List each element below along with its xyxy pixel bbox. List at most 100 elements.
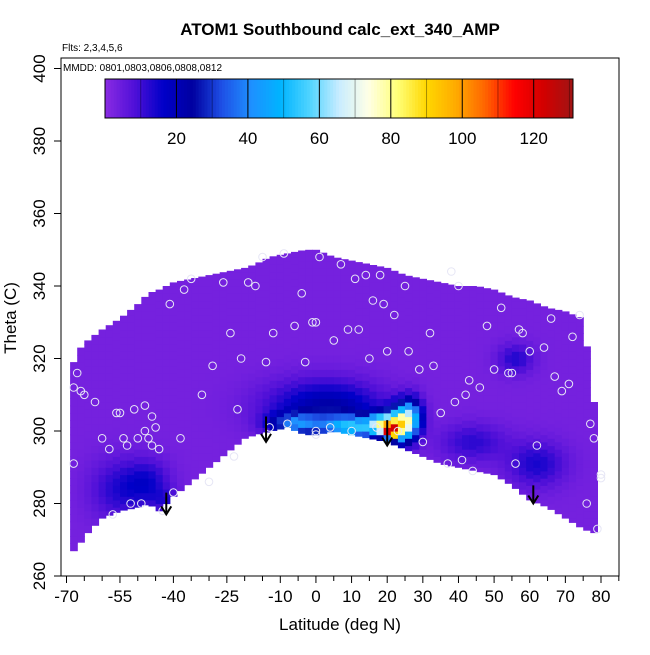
heatmap-cell <box>319 383 328 392</box>
heatmap-cell <box>298 275 306 283</box>
heatmap-cell <box>590 467 598 476</box>
heatmap-cell <box>112 449 121 457</box>
heatmap-cell <box>419 391 427 399</box>
heatmap-cell <box>155 467 164 476</box>
heatmap-cell <box>162 380 171 389</box>
heatmap-cell <box>276 293 285 302</box>
heatmap-cell <box>127 438 135 447</box>
heatmap-cell <box>483 336 492 345</box>
heatmap-cell <box>561 423 570 432</box>
heatmap-cell <box>191 467 199 476</box>
heatmap-cell <box>234 278 242 287</box>
heatmap-cell <box>105 373 114 381</box>
heatmap-cell <box>205 416 214 425</box>
sample-point <box>169 488 178 497</box>
heatmap-cell <box>326 282 335 291</box>
heatmap-cell <box>84 438 92 447</box>
heatmap-cell <box>234 315 242 323</box>
colorbar-swatch <box>447 79 451 118</box>
heatmap-cell <box>412 441 420 450</box>
heatmap-cell <box>390 351 399 360</box>
down-arrow-icon <box>160 492 173 517</box>
heatmap-cell <box>226 307 235 316</box>
heatmap-cell <box>462 427 470 436</box>
heatmap-cell <box>184 376 192 385</box>
heatmap-cell <box>405 402 413 410</box>
colorbar-swatch <box>470 79 475 118</box>
heatmap-cell <box>348 340 356 349</box>
heatmap-cell <box>511 297 520 302</box>
heatmap-cell <box>440 380 449 389</box>
heatmap-cell <box>419 340 427 349</box>
heatmap-cell <box>454 315 463 323</box>
heatmap-cell <box>447 380 456 389</box>
heatmap-cell <box>205 293 214 302</box>
heatmap-cell <box>98 329 107 338</box>
heatmap-cell <box>191 394 199 403</box>
heatmap-cell <box>397 304 406 312</box>
heatmap-cell <box>226 344 235 352</box>
heatmap-cell <box>112 507 121 513</box>
sample-point <box>268 328 278 338</box>
heatmap-cell <box>276 365 285 374</box>
heatmap-cell <box>141 333 149 341</box>
heatmap-cell <box>326 267 335 276</box>
heatmap-cell <box>426 373 435 381</box>
heatmap-cell <box>526 376 534 385</box>
heatmap-cell <box>255 311 264 320</box>
heatmap-cell <box>191 416 199 425</box>
heatmap-cell <box>490 322 499 331</box>
heatmap-cell <box>405 275 413 280</box>
heatmap-cell <box>526 304 534 312</box>
heatmap-cell <box>262 258 271 262</box>
heatmap-cell <box>234 344 242 352</box>
colorbar-swatch <box>110 79 115 118</box>
chart-title: ATOM1 Southbound calc_ext_340_AMP <box>180 20 500 39</box>
heatmap-cell <box>169 467 178 476</box>
colorbar-swatch <box>254 79 258 118</box>
heatmap-cell <box>269 387 278 396</box>
heatmap-cell <box>440 402 449 410</box>
heatmap-cell <box>333 391 342 399</box>
heatmap-cell <box>511 344 520 352</box>
heatmap-cell <box>134 441 142 450</box>
heatmap-cell <box>369 311 378 320</box>
sample-point <box>197 390 207 400</box>
heatmap-cell <box>447 452 456 461</box>
sample-point <box>147 412 157 421</box>
heatmap-cell <box>241 293 249 302</box>
heatmap-cell <box>305 420 313 428</box>
heatmap-cell <box>497 409 506 418</box>
heatmap-cell <box>77 507 85 515</box>
heatmap-cell <box>184 470 192 479</box>
heatmap-cell <box>440 344 449 352</box>
chart-subtitle-mmdd: MMDD: 0801,0803,0806,0808,0812 <box>63 63 222 74</box>
heatmap-cell <box>348 427 356 436</box>
heatmap-cell <box>568 474 577 483</box>
heatmap-cell <box>298 362 306 370</box>
colorbar-swatch <box>224 79 229 118</box>
heatmap-cell <box>127 329 135 338</box>
heatmap-cell <box>169 423 178 432</box>
heatmap-cell <box>340 296 349 305</box>
heatmap-cell <box>533 358 541 367</box>
heatmap-cell <box>262 275 271 283</box>
heatmap-cell <box>405 373 413 381</box>
heatmap-cell <box>319 405 328 414</box>
heatmap-cell <box>312 325 321 334</box>
heatmap-cell <box>141 369 149 378</box>
x-axis-label: Latitude (deg N) <box>279 615 401 634</box>
heatmap-cell <box>547 344 556 352</box>
heatmap-cell <box>469 333 477 341</box>
heatmap-cell <box>568 373 577 381</box>
heatmap-cell <box>454 373 463 381</box>
heatmap-cell <box>276 409 285 418</box>
heatmap-cell <box>561 452 570 461</box>
sample-point <box>443 459 453 468</box>
heatmap-cell <box>568 423 577 432</box>
heatmap-cell <box>326 376 335 385</box>
heatmap-cell <box>155 351 164 360</box>
heatmap-cell <box>105 416 114 425</box>
heatmap-cell <box>504 449 513 457</box>
x-tick-label: -70 <box>54 587 79 606</box>
